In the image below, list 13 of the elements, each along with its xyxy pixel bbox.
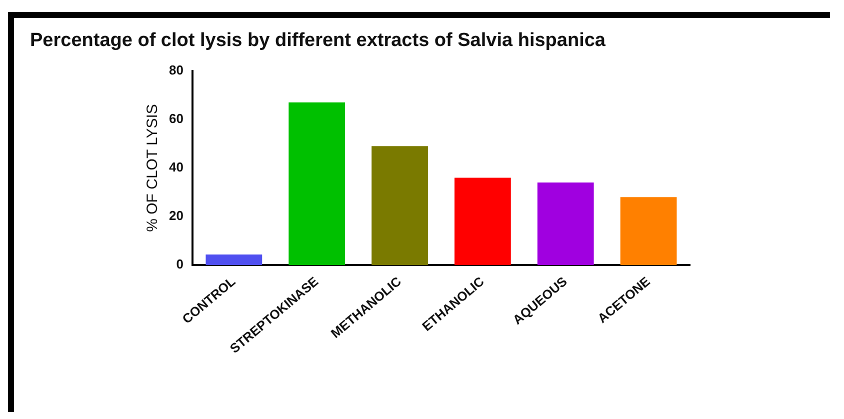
y-tick-label: 0: [176, 256, 184, 272]
y-tick-label: 60: [168, 110, 184, 126]
bar: [372, 146, 428, 266]
bar: [537, 182, 594, 266]
y-axis-title: % OF CLOT LYSIS: [144, 104, 162, 232]
y-tick-label: 20: [168, 208, 184, 224]
bar: [620, 197, 677, 266]
bar: [454, 178, 511, 266]
y-tick-label: 80: [168, 62, 184, 78]
bar: [206, 254, 262, 266]
chart-title: Percentage of clot lysis by different extracts of Salvia hispanica: [30, 30, 606, 52]
bar: [288, 102, 346, 266]
y-tick-label: 40: [168, 160, 184, 175]
